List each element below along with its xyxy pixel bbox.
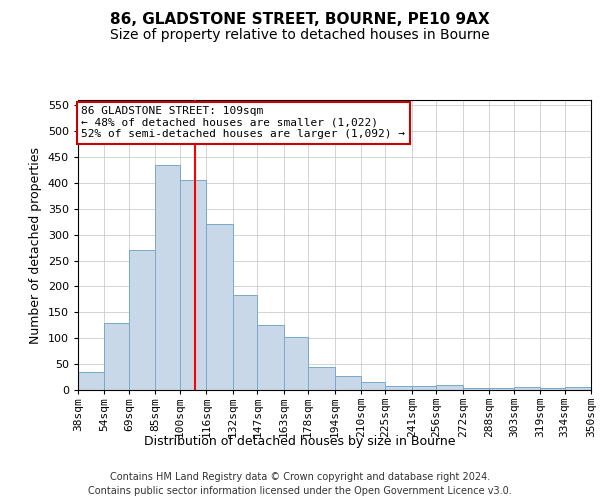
Bar xyxy=(463,388,489,390)
Bar xyxy=(180,180,206,390)
Bar xyxy=(206,224,233,390)
Bar xyxy=(257,326,284,390)
Bar xyxy=(514,388,540,390)
Bar xyxy=(233,295,257,390)
Text: 86 GLADSTONE STREET: 109sqm
← 48% of detached houses are smaller (1,022)
52% of : 86 GLADSTONE STREET: 109sqm ← 48% of det… xyxy=(81,106,405,140)
Text: 86, GLADSTONE STREET, BOURNE, PE10 9AX: 86, GLADSTONE STREET, BOURNE, PE10 9AX xyxy=(110,12,490,28)
Bar xyxy=(308,367,335,390)
Bar xyxy=(412,386,436,390)
Bar xyxy=(361,382,385,390)
Bar xyxy=(104,322,129,390)
Bar xyxy=(78,372,104,390)
Bar xyxy=(436,385,463,390)
Text: Contains HM Land Registry data © Crown copyright and database right 2024.: Contains HM Land Registry data © Crown c… xyxy=(110,472,490,482)
Text: Contains public sector information licensed under the Open Government Licence v3: Contains public sector information licen… xyxy=(88,486,512,496)
Bar xyxy=(540,388,565,390)
Bar xyxy=(489,388,514,390)
Bar xyxy=(284,336,308,390)
Bar xyxy=(129,250,155,390)
Text: Distribution of detached houses by size in Bourne: Distribution of detached houses by size … xyxy=(144,435,456,448)
Y-axis label: Number of detached properties: Number of detached properties xyxy=(29,146,42,344)
Text: Size of property relative to detached houses in Bourne: Size of property relative to detached ho… xyxy=(110,28,490,42)
Bar xyxy=(385,386,412,390)
Bar xyxy=(335,376,361,390)
Bar xyxy=(155,164,180,390)
Bar xyxy=(565,388,591,390)
